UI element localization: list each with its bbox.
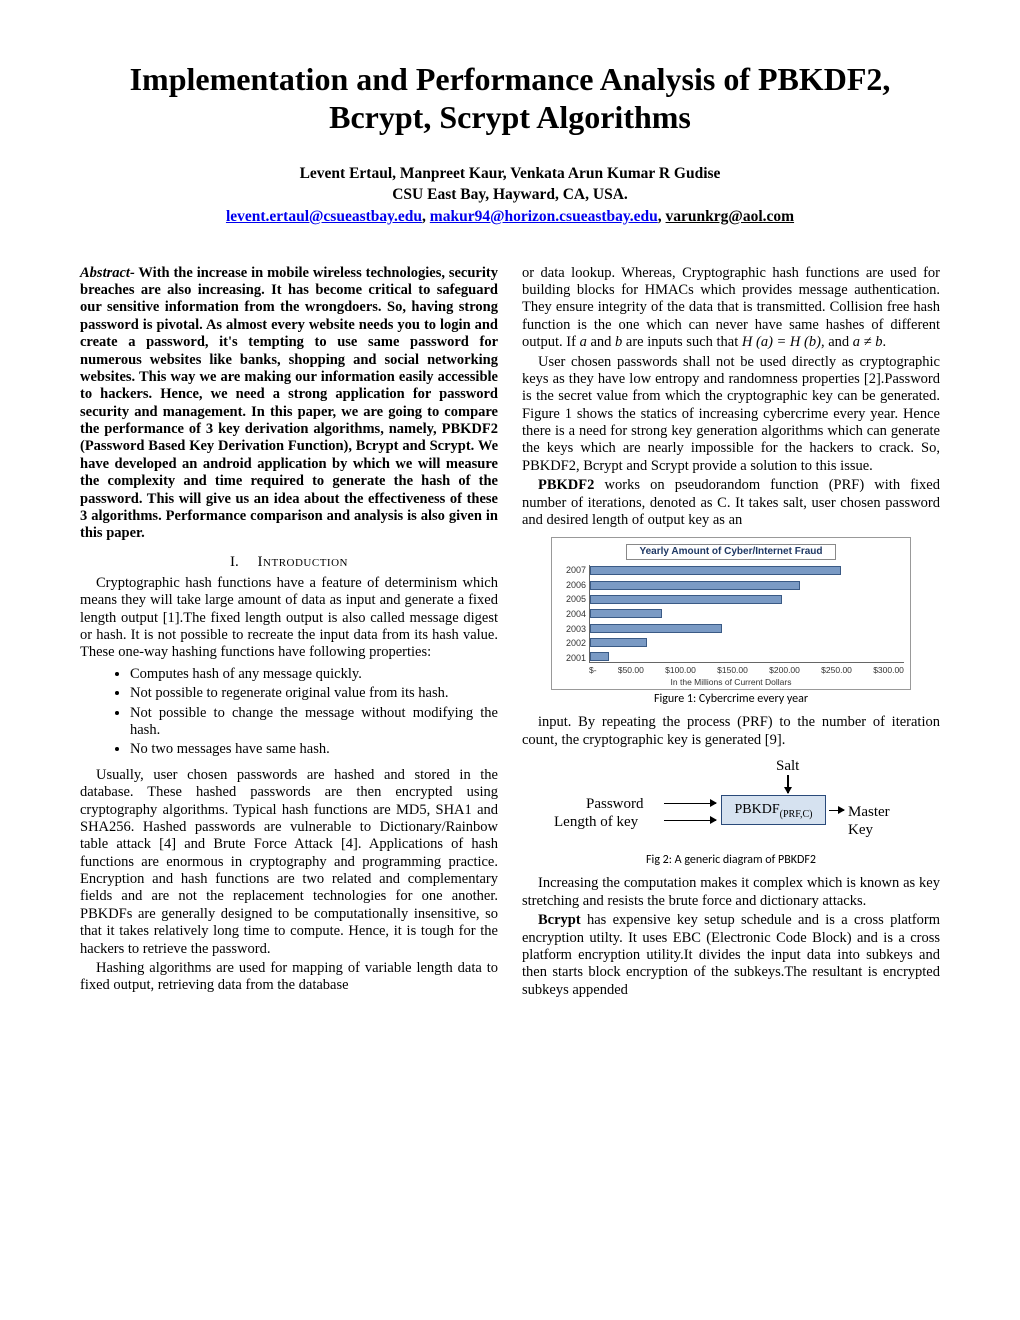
x-tick: $200.00 bbox=[769, 665, 800, 675]
arrow-down-icon bbox=[787, 775, 789, 793]
diagram-label-master-key: Master Key bbox=[848, 803, 916, 839]
text-run: , and bbox=[821, 334, 853, 350]
paper-authors: Levent Ertaul, Manpreet Kaur, Venkata Ar… bbox=[80, 165, 940, 184]
abstract-text: With the increase in mobile wireless tec… bbox=[80, 265, 498, 542]
figure-caption: Fig 2: A generic diagram of PBKDF2 bbox=[522, 853, 940, 867]
list-item: Computes hash of any message quickly. bbox=[130, 666, 498, 683]
text-run: has expensive key setup schedule and is … bbox=[522, 912, 940, 998]
diagram-label-salt: Salt bbox=[776, 757, 799, 775]
paper-affiliation: CSU East Bay, Hayward, CA, USA. bbox=[80, 186, 940, 205]
chart-bar bbox=[590, 652, 609, 661]
x-tick: $100.00 bbox=[665, 665, 696, 675]
chart-bar-row bbox=[590, 623, 904, 634]
email-link[interactable]: makur94@horizon.csueastbay.edu bbox=[430, 208, 658, 225]
x-tick: $300.00 bbox=[873, 665, 904, 675]
y-tick: 2005 bbox=[566, 594, 586, 605]
italic-var: a ≠ b bbox=[853, 334, 883, 350]
diagram-label-password: Password bbox=[586, 795, 644, 813]
chart-x-label: In the Millions of Current Dollars bbox=[558, 677, 904, 687]
chart-bar bbox=[590, 609, 662, 618]
body-paragraph: PBKDF2 works on pseudorandom function (P… bbox=[522, 477, 940, 529]
intro-paragraph: Usually, user chosen passwords are hashe… bbox=[80, 767, 498, 958]
abstract-label: Abstract- bbox=[80, 265, 135, 281]
two-column-body: Abstract- With the increase in mobile wi… bbox=[80, 265, 940, 1000]
separator: , bbox=[422, 208, 430, 225]
y-tick: 2007 bbox=[566, 565, 586, 576]
box-subscript: (PRF,C) bbox=[780, 809, 813, 820]
chart-title: Yearly Amount of Cyber/Internet Fraud bbox=[626, 544, 836, 560]
bold-term: PBKDF2 bbox=[538, 477, 594, 493]
intro-paragraph: Hashing algorithms are used for mapping … bbox=[80, 960, 498, 995]
paper-title: Implementation and Performance Analysis … bbox=[80, 60, 940, 137]
body-paragraph: User chosen passwords shall not be used … bbox=[522, 354, 940, 476]
diagram-box: PBKDF(PRF,C) bbox=[721, 795, 826, 825]
y-tick: 2003 bbox=[566, 624, 586, 635]
text-run: and bbox=[587, 334, 615, 350]
chart-bar-row bbox=[590, 580, 904, 591]
x-tick: $150.00 bbox=[717, 665, 748, 675]
list-item: Not possible to change the message witho… bbox=[130, 705, 498, 740]
arrow-right-icon bbox=[664, 803, 716, 805]
bar-chart: Yearly Amount of Cyber/Internet Fraud 20… bbox=[551, 537, 911, 689]
body-paragraph: Increasing the computation makes it comp… bbox=[522, 875, 940, 910]
chart-bar bbox=[590, 624, 722, 633]
chart-bar-row bbox=[590, 637, 904, 648]
chart-bar-row bbox=[590, 565, 904, 576]
text-run: are inputs such that bbox=[622, 334, 742, 350]
body-paragraph: input. By repeating the process (PRF) to… bbox=[522, 714, 940, 749]
paper-emails: levent.ertaul@csueastbay.edu, makur94@ho… bbox=[80, 208, 940, 227]
chart-bar bbox=[590, 595, 782, 604]
chart-bar-row bbox=[590, 651, 904, 662]
chart-bar-row bbox=[590, 594, 904, 605]
section-number: I. bbox=[230, 554, 239, 570]
list-item: Not possible to regenerate original valu… bbox=[130, 685, 498, 702]
body-paragraph: Bcrypt has expensive key setup schedule … bbox=[522, 912, 940, 999]
figure-caption: Figure 1: Cybercrime every year bbox=[522, 692, 940, 706]
arrow-right-icon bbox=[829, 810, 844, 812]
diagram-label-length: Length of key bbox=[554, 813, 638, 831]
abstract: Abstract- With the increase in mobile wi… bbox=[80, 265, 498, 543]
chart-bar bbox=[590, 581, 800, 590]
email-link[interactable]: varunkrg@aol.com bbox=[666, 208, 795, 225]
chart-body: 2007 2006 2005 2004 2003 2002 2001 bbox=[558, 565, 904, 663]
y-tick: 2002 bbox=[566, 638, 586, 649]
x-tick: $50.00 bbox=[618, 665, 644, 675]
italic-var: H (a) = H (b) bbox=[742, 334, 821, 350]
italic-var: a bbox=[580, 334, 587, 350]
list-item: No two messages have same hash. bbox=[130, 741, 498, 758]
email-link[interactable]: levent.ertaul@csueastbay.edu bbox=[226, 208, 422, 225]
figure-2: Salt Password Length of key PBKDF(PRF,C)… bbox=[522, 757, 940, 867]
bullet-list: Computes hash of any message quickly. No… bbox=[130, 666, 498, 759]
chart-x-axis: $- $50.00 $100.00 $150.00 $200.00 $250.0… bbox=[589, 665, 904, 675]
flow-diagram: Salt Password Length of key PBKDF(PRF,C)… bbox=[546, 757, 916, 847]
chart-bar-row bbox=[590, 608, 904, 619]
intro-paragraph: Cryptographic hash functions have a feat… bbox=[80, 575, 498, 662]
arrow-right-icon bbox=[664, 820, 716, 822]
section-heading: I. Introduction bbox=[80, 553, 498, 571]
bold-term: Bcrypt bbox=[538, 912, 581, 928]
body-paragraph: or data lookup. Whereas, Cryptographic h… bbox=[522, 265, 940, 352]
box-text: PBKDF bbox=[735, 802, 780, 817]
x-tick: $- bbox=[589, 665, 597, 675]
chart-bar bbox=[590, 638, 647, 647]
section-name: Introduction bbox=[258, 554, 348, 570]
y-tick: 2004 bbox=[566, 609, 586, 620]
figure-1: Yearly Amount of Cyber/Internet Fraud 20… bbox=[522, 537, 940, 706]
x-tick: $250.00 bbox=[821, 665, 852, 675]
chart-y-labels: 2007 2006 2005 2004 2003 2002 2001 bbox=[558, 565, 586, 663]
separator: , bbox=[658, 208, 666, 225]
chart-bar bbox=[590, 566, 841, 575]
y-tick: 2001 bbox=[566, 653, 586, 664]
text-run: . bbox=[882, 334, 886, 350]
y-tick: 2006 bbox=[566, 580, 586, 591]
chart-plot-area bbox=[589, 565, 904, 663]
